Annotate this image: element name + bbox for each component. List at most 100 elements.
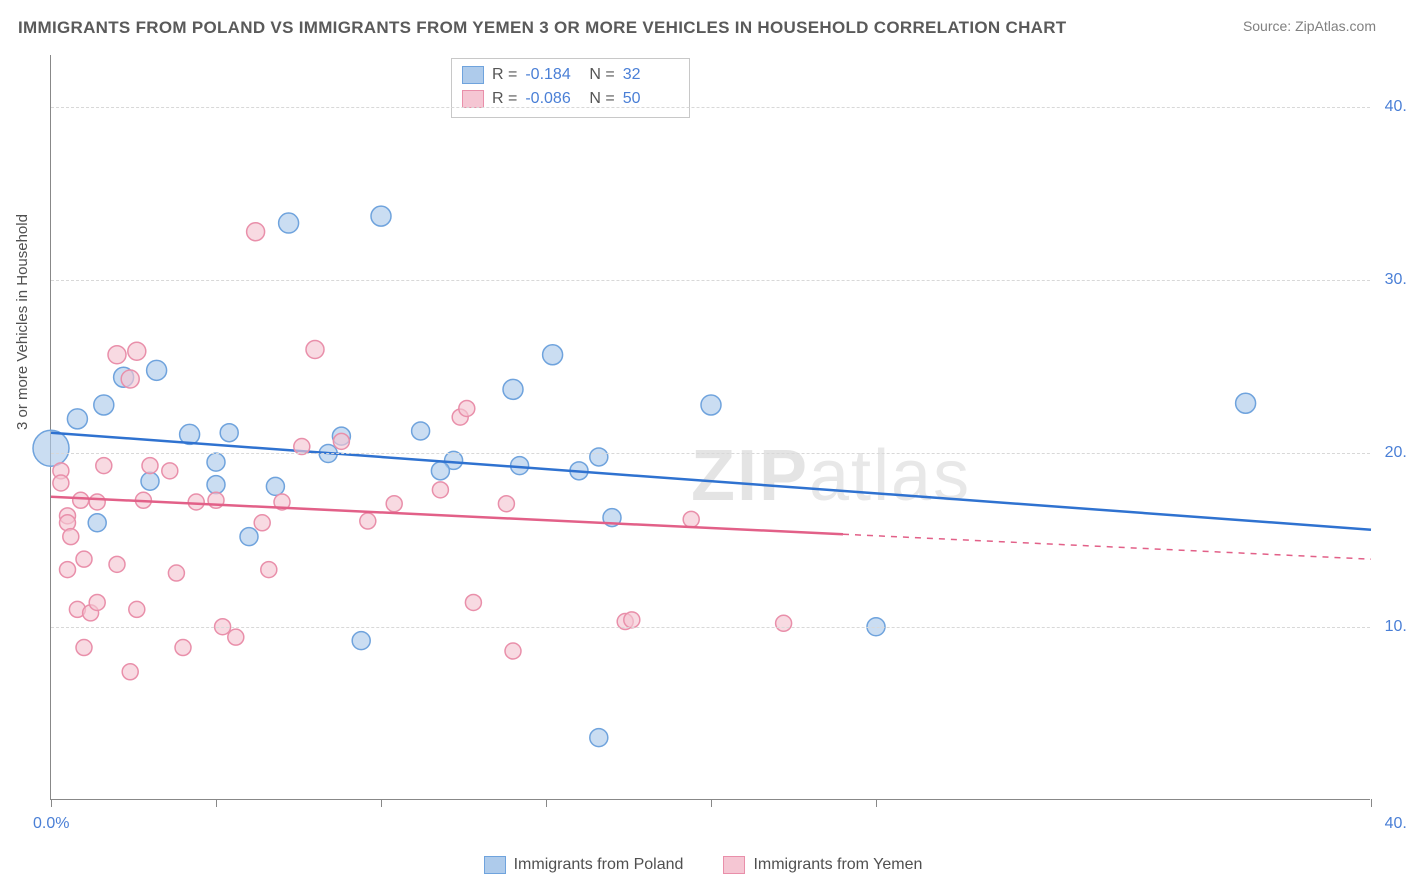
data-point xyxy=(498,496,514,512)
legend-item: Immigrants from Yemen xyxy=(723,856,922,874)
data-point xyxy=(294,439,310,455)
data-point xyxy=(128,342,146,360)
legend-swatch xyxy=(462,66,484,84)
chart-area: ZIPatlas R =-0.184N =32R =-0.086N =50 0.… xyxy=(50,55,1370,800)
data-point xyxy=(360,513,376,529)
data-point xyxy=(503,379,523,399)
data-point xyxy=(175,640,191,656)
stat-r-label: R = xyxy=(492,63,517,87)
data-point xyxy=(371,206,391,226)
data-point xyxy=(683,511,699,527)
data-point xyxy=(333,433,349,449)
y-axis-label: 3 or more Vehicles in Household xyxy=(14,214,31,430)
data-point xyxy=(89,594,105,610)
stat-legend: R =-0.184N =32R =-0.086N =50 xyxy=(451,58,690,118)
legend-item: Immigrants from Poland xyxy=(484,856,684,874)
data-point xyxy=(147,360,167,380)
trend-line-extrapolated xyxy=(843,534,1371,559)
data-point xyxy=(306,341,324,359)
x-tick xyxy=(876,799,877,807)
gridline xyxy=(51,627,1370,628)
y-tick-label: 20.0% xyxy=(1385,444,1406,462)
chart-title: IMMIGRANTS FROM POLAND VS IMMIGRANTS FRO… xyxy=(18,18,1067,38)
data-point xyxy=(590,729,608,747)
data-point xyxy=(207,476,225,494)
stat-n-label: N = xyxy=(589,63,614,87)
y-tick-label: 30.0% xyxy=(1385,271,1406,289)
legend-swatch xyxy=(462,90,484,108)
data-point xyxy=(67,409,87,429)
data-point xyxy=(247,223,265,241)
data-point xyxy=(386,496,402,512)
data-point xyxy=(60,562,76,578)
data-point xyxy=(624,612,640,628)
data-point xyxy=(431,462,449,480)
header: IMMIGRANTS FROM POLAND VS IMMIGRANTS FRO… xyxy=(0,0,1406,38)
legend-label: Immigrants from Poland xyxy=(514,856,684,874)
data-point xyxy=(240,528,258,546)
y-tick-label: 40.0% xyxy=(1385,98,1406,116)
data-point xyxy=(129,601,145,617)
trend-line xyxy=(51,433,1371,530)
trend-line xyxy=(51,497,843,534)
x-axis-min-label: 0.0% xyxy=(33,815,69,833)
data-point xyxy=(142,458,158,474)
x-tick xyxy=(1371,799,1372,807)
bottom-legend: Immigrants from Poland Immigrants from Ye… xyxy=(0,856,1406,874)
data-point xyxy=(543,345,563,365)
scatter-plot xyxy=(51,55,1370,799)
gridline xyxy=(51,453,1370,454)
data-point xyxy=(76,551,92,567)
data-point xyxy=(89,494,105,510)
data-point xyxy=(188,494,204,510)
data-point xyxy=(776,615,792,631)
stat-legend-row: R = -0.184 N = 32 xyxy=(462,63,679,87)
x-tick xyxy=(381,799,382,807)
data-point xyxy=(122,664,138,680)
data-point xyxy=(220,424,238,442)
data-point xyxy=(109,556,125,572)
data-point xyxy=(465,594,481,610)
stat-n-value: 32 xyxy=(623,63,679,87)
gridline xyxy=(51,280,1370,281)
legend-label: Immigrants from Yemen xyxy=(753,856,922,874)
data-point xyxy=(141,472,159,490)
data-point xyxy=(261,562,277,578)
data-point xyxy=(121,370,139,388)
data-point xyxy=(266,477,284,495)
y-tick-label: 10.0% xyxy=(1385,618,1406,636)
data-point xyxy=(701,395,721,415)
data-point xyxy=(88,514,106,532)
x-tick xyxy=(51,799,52,807)
data-point xyxy=(73,492,89,508)
data-point xyxy=(228,629,244,645)
data-point xyxy=(412,422,430,440)
data-point xyxy=(459,400,475,416)
data-point xyxy=(432,482,448,498)
x-tick xyxy=(216,799,217,807)
data-point xyxy=(33,430,69,466)
data-point xyxy=(1236,393,1256,413)
data-point xyxy=(505,643,521,659)
data-point xyxy=(162,463,178,479)
data-point xyxy=(207,453,225,471)
data-point xyxy=(108,346,126,364)
data-point xyxy=(63,529,79,545)
data-point xyxy=(168,565,184,581)
data-point xyxy=(279,213,299,233)
legend-swatch xyxy=(484,856,506,874)
data-point xyxy=(53,475,69,491)
data-point xyxy=(590,448,608,466)
stat-r-value: -0.184 xyxy=(525,63,581,87)
data-point xyxy=(96,458,112,474)
x-tick xyxy=(711,799,712,807)
data-point xyxy=(94,395,114,415)
source-label: Source: ZipAtlas.com xyxy=(1243,18,1376,34)
data-point xyxy=(352,632,370,650)
data-point xyxy=(254,515,270,531)
x-axis-max-label: 40.0% xyxy=(1385,815,1406,833)
legend-swatch xyxy=(723,856,745,874)
gridline xyxy=(51,107,1370,108)
x-tick xyxy=(546,799,547,807)
data-point xyxy=(76,640,92,656)
